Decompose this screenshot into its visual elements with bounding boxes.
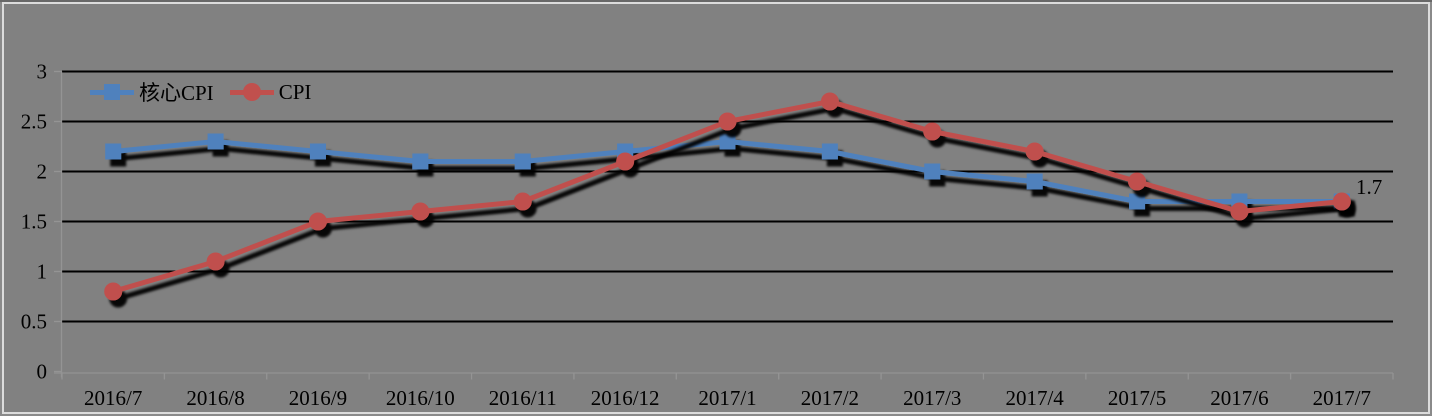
- svg-text:2017/1: 2017/1: [698, 386, 756, 410]
- svg-text:2016/12: 2016/12: [591, 386, 660, 410]
- svg-text:2017/5: 2017/5: [1108, 386, 1166, 410]
- svg-text:2017/2: 2017/2: [801, 386, 859, 410]
- svg-text:2017/4: 2017/4: [1005, 386, 1064, 410]
- svg-text:2016/9: 2016/9: [289, 386, 347, 410]
- svg-text:2017/6: 2017/6: [1210, 386, 1268, 410]
- cpi-line-sample: [229, 83, 274, 101]
- svg-text:2016/8: 2016/8: [186, 386, 244, 410]
- square-marker-icon: [104, 84, 120, 100]
- svg-text:1.5: 1.5: [21, 210, 47, 234]
- frame-top-edge: [0, 0, 1432, 2]
- svg-text:0: 0: [37, 360, 48, 384]
- svg-text:0.5: 0.5: [21, 310, 47, 334]
- svg-text:2.5: 2.5: [21, 110, 47, 134]
- chart-legend: 核心CPI CPI: [90, 79, 312, 105]
- legend-label-core-cpi: 核心CPI: [139, 81, 214, 105]
- svg-text:2016/10: 2016/10: [386, 386, 455, 410]
- svg-text:2017/7: 2017/7: [1313, 386, 1371, 410]
- core-cpi-line-sample: [90, 84, 134, 100]
- svg-text:2016/11: 2016/11: [489, 386, 557, 410]
- last-point-data-label: 1.7: [1356, 175, 1383, 199]
- legend-item-cpi: CPI: [229, 79, 312, 105]
- svg-text:3: 3: [37, 60, 48, 84]
- svg-text:1: 1: [37, 260, 48, 284]
- circle-marker-icon: [242, 83, 261, 101]
- legend-item-core-cpi: 核心CPI: [90, 77, 214, 107]
- svg-text:2016/7: 2016/7: [84, 386, 142, 410]
- svg-text:2: 2: [37, 160, 48, 184]
- legend-label-cpi: CPI: [278, 79, 312, 104]
- svg-text:2017/3: 2017/3: [903, 386, 961, 410]
